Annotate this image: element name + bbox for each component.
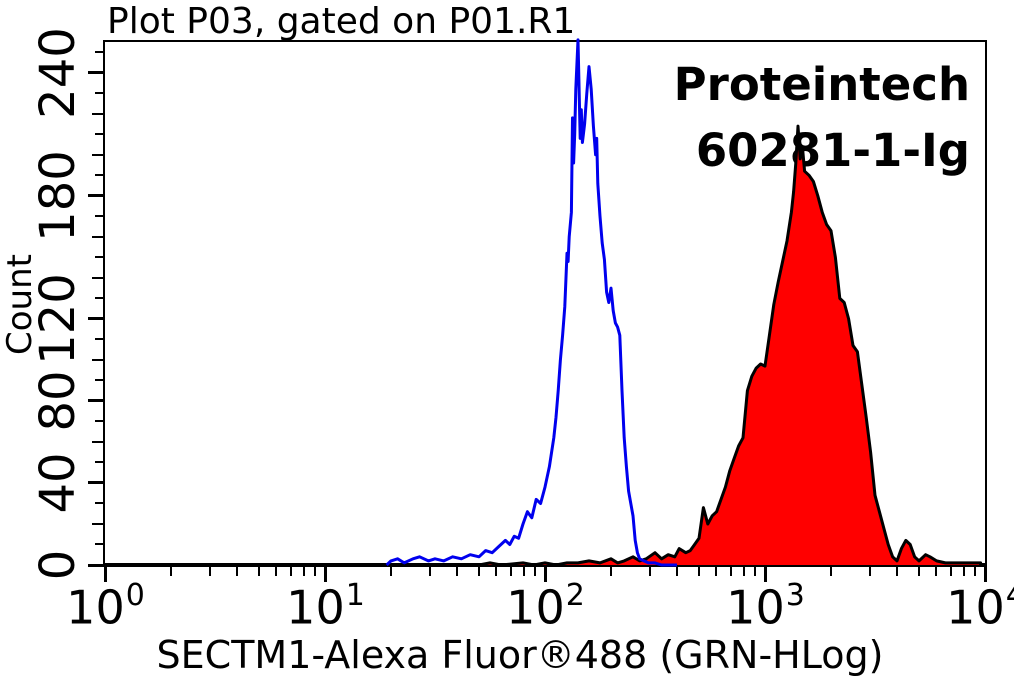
y-tick-label: 240: [30, 26, 86, 119]
y-tick-minor: [95, 297, 103, 300]
x-tick-minor: [522, 567, 525, 576]
x-tick-label: 102: [506, 578, 585, 635]
x-tick-minor: [697, 567, 700, 576]
y-tick-label: 80: [30, 370, 86, 432]
y-tick-major: [88, 317, 103, 321]
y-tick-minor: [95, 51, 103, 54]
x-tick-minor: [289, 567, 292, 576]
x-tick-minor: [170, 567, 173, 576]
x-tick-minor: [509, 567, 512, 576]
y-tick-minor: [95, 92, 103, 95]
series-control-open-blue-histogram: [385, 38, 677, 567]
x-tick-minor: [456, 567, 459, 576]
x-tick-major: [763, 567, 767, 582]
x-tick-minor: [533, 567, 536, 576]
series-sample-filled-red-histogram: [478, 124, 983, 567]
y-tick-minor: [95, 174, 103, 177]
y-tick-minor: [95, 133, 103, 136]
x-tick-major: [103, 567, 107, 582]
x-tick-label: 104: [946, 578, 1014, 635]
y-tick-minor: [95, 502, 103, 505]
x-tick-minor: [935, 567, 938, 576]
x-tick-minor: [610, 567, 613, 576]
x-tick-minor: [390, 567, 393, 576]
y-tick-minor: [95, 338, 103, 341]
x-tick-label: 101: [286, 578, 365, 635]
x-tick-minor: [208, 567, 211, 576]
annotation-catalog-number: 60281-1-Ig: [695, 124, 970, 177]
y-tick-label: 40: [30, 452, 86, 514]
x-tick-minor: [428, 567, 431, 576]
x-tick-minor: [257, 567, 260, 576]
x-tick-minor: [830, 567, 833, 576]
x-tick-major: [983, 567, 987, 582]
y-tick-minor: [92, 112, 103, 115]
y-tick-minor: [95, 420, 103, 423]
x-tick-minor: [917, 567, 920, 576]
annotation-brand: Proteintech: [673, 58, 970, 111]
x-tick-minor: [236, 567, 239, 576]
y-tick-major: [88, 194, 103, 198]
y-tick-label: 0: [30, 549, 86, 581]
x-tick-major: [323, 567, 327, 582]
y-tick-label: 120: [30, 273, 86, 365]
y-tick-minor: [92, 276, 103, 279]
x-tick-minor: [868, 567, 871, 576]
x-tick-minor: [729, 567, 732, 576]
y-tick-major: [88, 399, 103, 403]
plot-title: Plot P03, gated on P01.R1: [107, 1, 576, 42]
annotation-block: Proteintech 60281-1-Ig: [674, 52, 970, 184]
x-tick-minor: [715, 567, 718, 576]
y-tick-minor: [95, 379, 103, 382]
x-tick-minor: [275, 567, 278, 576]
x-tick-minor: [313, 567, 316, 576]
y-tick-minor: [95, 256, 103, 259]
x-tick-minor: [973, 567, 976, 576]
x-tick-minor: [676, 567, 679, 576]
y-tick-major: [88, 71, 103, 75]
y-tick-minor: [92, 235, 103, 238]
x-tick-label: 100: [66, 578, 145, 635]
x-tick-minor: [962, 567, 965, 576]
y-tick-label: 180: [30, 150, 86, 242]
x-tick-major: [543, 567, 547, 582]
y-tick-minor: [92, 358, 103, 361]
x-tick-minor: [742, 567, 745, 576]
x-tick-minor: [302, 567, 305, 576]
y-tick-minor: [95, 543, 103, 546]
x-tick-label: 103: [726, 578, 805, 635]
y-tick-minor: [92, 522, 103, 525]
x-tick-minor: [648, 567, 651, 576]
x-tick-minor: [477, 567, 480, 576]
y-tick-major: [88, 481, 103, 485]
x-tick-minor: [896, 567, 899, 576]
x-tick-minor: [949, 567, 952, 576]
x-tick-minor: [753, 567, 756, 576]
y-tick-major: [88, 563, 103, 567]
x-axis-title: SECTM1-Alexa Fluor®488 (GRN-HLog): [156, 633, 884, 677]
y-tick-minor: [95, 215, 103, 218]
histogram-curves-canvas: [385, 38, 983, 567]
x-tick-minor: [495, 567, 498, 576]
y-tick-minor: [92, 153, 103, 156]
y-tick-minor: [95, 461, 103, 464]
y-tick-minor: [92, 440, 103, 443]
